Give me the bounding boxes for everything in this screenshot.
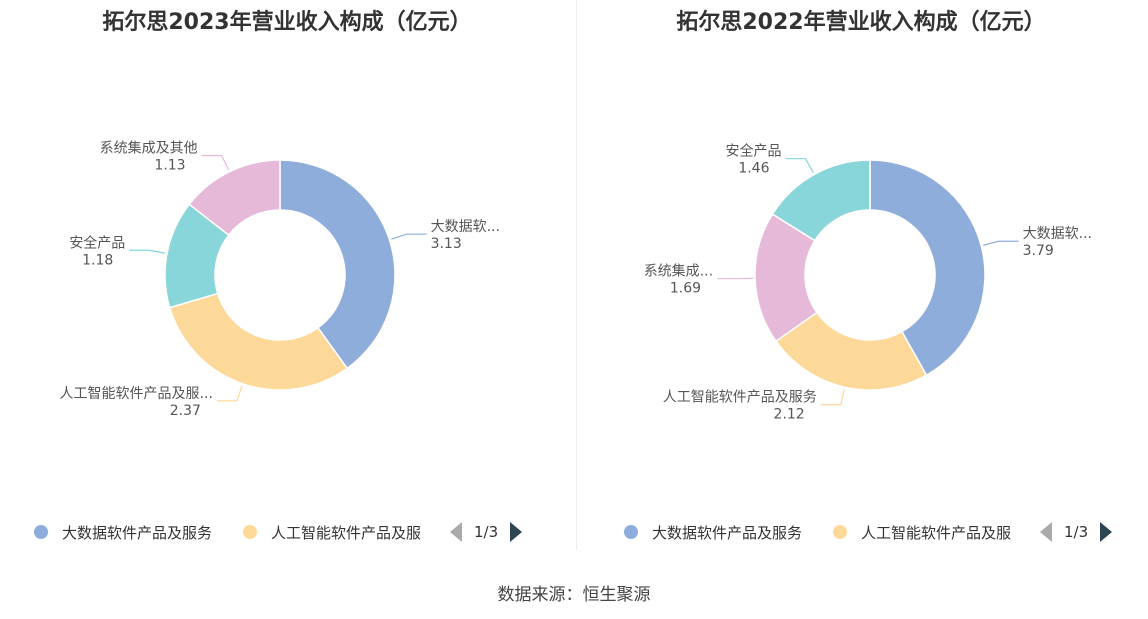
chart-panel-2022: 拓尔思2022年营业收入构成（亿元） 大数据软... 3.79 人工智能软件产品及服… — [574, 0, 1148, 560]
slice-value-label: 3.13 — [431, 236, 462, 252]
label-leader-line — [785, 158, 814, 173]
legend-marker — [34, 525, 48, 539]
panel-divider — [576, 0, 577, 550]
legend-pager: 1/3 — [1040, 518, 1113, 546]
slice-value-label: 3.79 — [1023, 243, 1054, 259]
legend-marker — [243, 525, 257, 539]
chart-panel-2023: 拓尔思2023年营业收入构成（亿元） 大数据软... 3.13 人工智能软件产品及服… — [0, 0, 574, 560]
legend: 大数据软件产品及服务 人工智能软件产品及服 1/3 — [574, 518, 1148, 546]
slice-value-label: 1.69 — [670, 281, 701, 297]
chart-title: 拓尔思2022年营业收入构成（亿元） — [676, 10, 1046, 35]
slice-name-label: 大数据软... — [1023, 226, 1092, 242]
data-source: 数据来源：恒生聚源 — [497, 585, 651, 605]
prev-page-icon[interactable] — [1040, 522, 1052, 542]
slice-name-label: 安全产品 — [69, 234, 125, 251]
slice-value-label: 1.13 — [154, 158, 185, 174]
slice-value-label: 2.12 — [774, 407, 805, 423]
slice-name-label: 系统集成及其他 — [100, 140, 198, 157]
legend-label: 人工智能软件产品及服 — [861, 523, 1012, 542]
next-page-icon[interactable] — [510, 522, 523, 542]
pie-slice — [279, 159, 396, 370]
chart-title: 拓尔思2023年营业收入构成（亿元） — [102, 10, 472, 35]
next-page-icon[interactable] — [1100, 522, 1113, 542]
pie-slice — [771, 159, 871, 242]
pie-slice — [168, 292, 349, 391]
pie-slice — [188, 159, 281, 237]
label-leader-line — [216, 385, 243, 402]
legend-label: 大数据软件产品及服务 — [652, 523, 803, 542]
legend-page-indicator: 1/3 — [474, 523, 499, 541]
legend-page-indicator: 1/3 — [1064, 523, 1089, 541]
label-leader-line — [820, 388, 845, 406]
legend-pager: 1/3 — [450, 518, 523, 546]
legend-marker — [833, 525, 847, 539]
slice-name-label: 大数据软... — [431, 219, 500, 235]
pie-slice — [869, 159, 986, 377]
legend-item[interactable]: 大数据软件产品及服务 — [624, 518, 802, 546]
legend-item[interactable]: 人工智能软件产品及服 — [243, 518, 431, 546]
slice-name-label: 系统集成... — [644, 263, 713, 280]
legend-item[interactable]: 大数据软件产品及服务 — [34, 518, 212, 546]
legend-marker — [624, 525, 638, 539]
slice-value-label: 1.18 — [82, 252, 113, 268]
slice-value-label: 2.37 — [170, 403, 201, 419]
legend-item[interactable]: 人工智能软件产品及服 — [833, 518, 1021, 546]
legend-label: 人工智能软件产品及服 — [271, 523, 422, 542]
label-leader-line — [129, 249, 166, 254]
slice-name-label: 人工智能软件产品及服... — [60, 386, 213, 402]
slice-value-label: 1.46 — [738, 161, 769, 177]
slice-name-label: 人工智能软件产品及服务 — [663, 390, 817, 406]
slice-name-label: 安全产品 — [726, 143, 782, 160]
label-leader-line — [983, 240, 1019, 246]
label-leader-line — [391, 233, 427, 240]
legend-label: 大数据软件产品及服务 — [62, 523, 213, 542]
prev-page-icon[interactable] — [450, 522, 462, 542]
label-leader-line — [201, 154, 230, 171]
legend: 大数据软件产品及服务 人工智能软件产品及服 1/3 — [0, 518, 574, 546]
